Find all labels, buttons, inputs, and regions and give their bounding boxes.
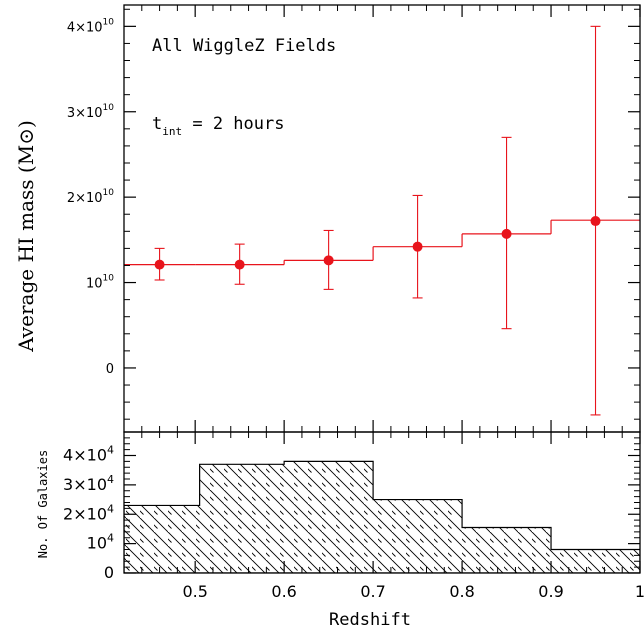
data-point bbox=[323, 229, 334, 290]
x-tick-label: 0.5 bbox=[182, 582, 207, 601]
step-line bbox=[124, 219, 640, 266]
top-frame bbox=[123, 4, 641, 433]
x-tick-labels: 0.5 0.6 0.7 0.8 0.9 1 bbox=[182, 582, 644, 601]
y-tick-label: 2×1010 bbox=[67, 188, 114, 206]
y-axis-label-top: Average HI mass (M⊙) bbox=[14, 120, 38, 353]
bottom-panel: 0 104 2×104 3×104 4×104 0.5 0.6 0.7 0.8 0.9 1 No.… bbox=[36, 431, 644, 630]
data-points bbox=[154, 25, 601, 416]
y-tick-label: 4×1010 bbox=[67, 17, 114, 35]
x-axis-label: Redshift bbox=[329, 610, 411, 630]
data-point bbox=[501, 136, 512, 330]
y-tick-label: 104 bbox=[87, 532, 114, 553]
x-tick-label: 0.7 bbox=[360, 582, 385, 601]
annotation-tint: tint = 2 hours bbox=[152, 114, 284, 138]
y-tick-label: 0 bbox=[106, 362, 114, 377]
annotation-t-base: t bbox=[152, 114, 162, 134]
marker bbox=[590, 216, 601, 227]
x-tick-label: 0.9 bbox=[538, 582, 563, 601]
y-tick-label: 2×104 bbox=[63, 502, 114, 523]
top-panel: 0 1010 2×1010 3×1010 4×1010 All WiggleZ Fiel… bbox=[14, 4, 641, 433]
marker bbox=[154, 259, 165, 270]
marker bbox=[323, 255, 334, 266]
y-tick-label: 4×104 bbox=[63, 444, 114, 465]
y-tick-label: 0 bbox=[104, 563, 114, 582]
y-axis-label-unit: M⊙ bbox=[14, 128, 38, 165]
y-axis-label-text: Average HI mass bbox=[14, 179, 38, 352]
marker bbox=[412, 241, 423, 252]
bottom-frame bbox=[123, 431, 641, 574]
bottom-y-tick-labels: 0 104 2×104 3×104 4×104 bbox=[63, 444, 114, 583]
top-ticks bbox=[123, 5, 641, 432]
x-tick-label: 1 bbox=[635, 582, 644, 601]
annotation-fields: All WiggleZ Fields bbox=[152, 36, 336, 56]
annotation-t-rest: = 2 hours bbox=[182, 114, 284, 134]
data-point bbox=[154, 247, 165, 281]
x-tick-label: 0.6 bbox=[271, 582, 296, 601]
y-axis-label-bottom: No. Of Galaxies bbox=[36, 450, 50, 558]
annotation-t-sub: int bbox=[162, 125, 182, 138]
marker bbox=[501, 228, 512, 239]
data-point bbox=[234, 243, 245, 285]
y-tick-label: 3×104 bbox=[63, 473, 114, 494]
data-point bbox=[412, 194, 423, 299]
marker bbox=[234, 259, 245, 270]
y-tick-label: 3×1010 bbox=[67, 103, 114, 121]
histogram-hatched-area bbox=[124, 460, 640, 573]
top-y-tick-labels: 0 1010 2×1010 3×1010 4×1010 bbox=[67, 17, 114, 377]
x-tick-label: 0.8 bbox=[449, 582, 474, 601]
data-point bbox=[590, 25, 601, 416]
y-tick-label: 1010 bbox=[86, 274, 114, 292]
